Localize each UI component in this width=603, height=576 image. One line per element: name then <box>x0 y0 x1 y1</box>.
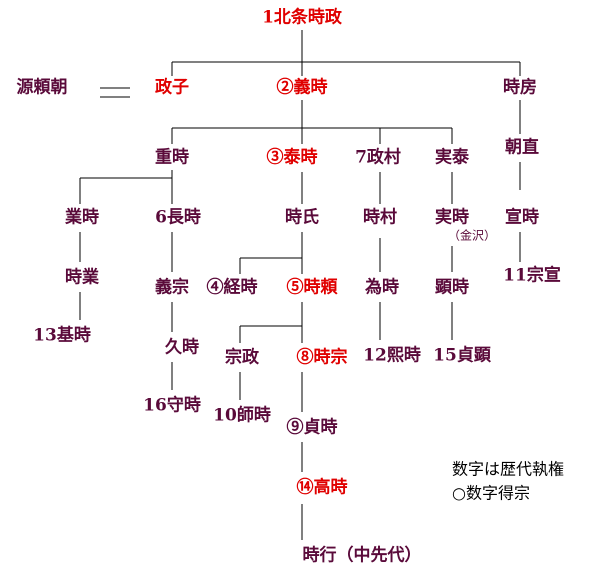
node: ⑤時頼 <box>287 277 339 298</box>
node: 時行（中先代） <box>303 545 422 566</box>
node: 久時 <box>165 337 199 358</box>
node: 7政村 <box>355 147 401 168</box>
node: 宣時 <box>505 207 539 228</box>
node: 時村 <box>363 207 397 228</box>
legend-text: 数字は歴代執権 <box>452 460 564 479</box>
node: 11宗宣 <box>503 265 561 286</box>
node: 源頼朝 <box>17 77 68 98</box>
node: 時業 <box>65 267 99 288</box>
node: 16守時 <box>143 395 201 416</box>
node: 13基時 <box>33 325 91 346</box>
node: ③泰時 <box>267 147 318 168</box>
node: 朝直 <box>505 137 539 158</box>
node: ④経時 <box>207 277 258 298</box>
node: ⑧時宗 <box>297 347 348 368</box>
node: 1北条時政 <box>262 7 343 28</box>
node: 顕時 <box>435 277 469 298</box>
node: ⑨貞時 <box>287 417 338 438</box>
node: 業時 <box>65 207 99 228</box>
node: 時氏 <box>285 207 319 228</box>
node: 15貞顕 <box>433 345 492 366</box>
node: ②義時 <box>277 77 328 98</box>
node: 宗政 <box>225 347 260 368</box>
node: 政子 <box>155 77 189 98</box>
node: 為時 <box>365 277 399 298</box>
legend-text: ○数字得宗 <box>452 484 530 503</box>
node: 6長時 <box>155 207 201 228</box>
node: 義宗 <box>155 277 189 298</box>
node: 12熙時 <box>363 345 421 366</box>
node: 時房 <box>503 77 537 98</box>
node: 実泰 <box>435 147 470 168</box>
node: 10師時 <box>213 405 271 426</box>
connectors <box>79 30 521 540</box>
node-note: （金沢） <box>448 228 496 243</box>
node: ⑭高時 <box>297 477 348 498</box>
node: 重時 <box>155 147 189 168</box>
node: 実時 <box>435 207 469 228</box>
